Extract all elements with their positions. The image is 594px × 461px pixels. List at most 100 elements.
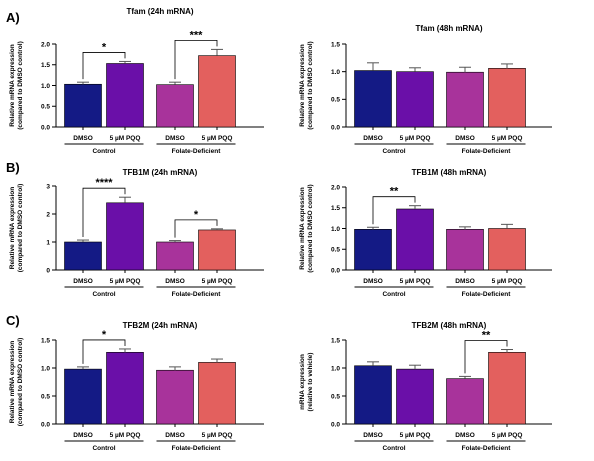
significance-label: ** [482,330,491,342]
y-tick-label: 0.0 [331,267,340,274]
y-tick-label: 1.0 [41,365,50,372]
group-label: Control [92,148,115,155]
y-tick-label: 2 [46,211,50,218]
x-tick-label: DMSO [165,278,185,285]
x-tick-label: 5 µM PQQ [202,278,233,285]
bar [156,84,194,128]
bar [64,241,102,271]
y-tick-label: 0.0 [41,124,50,131]
x-tick-label: 5 µM PQQ [492,432,523,439]
chart-panel-3: B) TFB1M (24h mRNA) 0 1 2 3 Relative mRNA expr… [6,160,264,298]
x-tick-label: DMSO [73,135,93,142]
group-label: Control [92,291,115,298]
y-tick-label: 0.5 [331,393,340,400]
bar [354,229,392,271]
y-axis-label: (compared to DMSO control) [17,338,24,426]
x-tick-label: DMSO [455,278,475,285]
y-tick-label: 2.0 [331,184,340,191]
y-tick-label: 3 [46,183,50,190]
y-tick-label: 1 [46,239,50,246]
y-tick-label: 1.0 [331,226,340,233]
x-tick-label: 5 µM PQQ [492,135,523,142]
y-tick-label: 0.0 [41,421,50,428]
bar [396,208,434,271]
bar [198,229,236,271]
bar [396,368,434,425]
x-tick-label: DMSO [455,135,475,142]
bar [64,368,102,425]
x-tick-label: 5 µM PQQ [492,278,523,285]
bar [354,70,392,128]
x-tick-label: DMSO [455,432,475,439]
chart-panel-2: Tfam (48h mRNA) 0.0 0.5 1.0 1.5 Relative mRNA… [299,24,552,155]
chart-title: TFB1M (24h mRNA) [123,168,198,177]
bar [488,228,526,271]
significance-bracket [464,340,508,374]
significance-bracket [372,196,416,225]
x-tick-label: DMSO [363,278,383,285]
bar [198,362,236,425]
chart-title: Tfam (48h mRNA) [415,24,482,33]
y-axis-label: (relative to vehicle) [307,353,314,412]
group-label: Folate-Deficient [172,445,222,452]
group-label: Folate-Deficient [172,291,222,298]
y-tick-label: 0 [46,267,50,274]
bar [156,241,194,271]
group-label: Folate-Deficient [462,291,512,298]
y-tick-label: 2.0 [41,41,50,48]
group-label: Folate-Deficient [172,148,222,155]
x-tick-label: 5 µM PQQ [202,432,233,439]
y-axis-label: Relative mRNA expression [9,44,16,127]
significance-label: * [194,209,199,221]
y-axis-label: Relative mRNA expression [299,187,306,270]
y-tick-label: 1.0 [331,365,340,372]
chart-title: Tfam (24h mRNA) [126,7,193,16]
x-tick-label: 5 µM PQQ [110,278,141,285]
y-tick-label: 0.5 [41,393,50,400]
y-tick-label: 1.0 [331,69,340,76]
x-tick-label: 5 µM PQQ [400,135,431,142]
y-axis-label: Relative mRNA expression [9,187,16,270]
x-tick-label: DMSO [363,135,383,142]
significance-label: **** [95,177,113,189]
group-label: Folate-Deficient [462,445,512,452]
y-tick-label: 0.5 [331,97,340,104]
chart-panel-1: A) Tfam (24h mRNA) 0.0 0.5 1.0 1.5 2.0 Relative… [6,7,264,155]
bar [396,71,434,128]
x-tick-label: 5 µM PQQ [400,432,431,439]
x-tick-label: 5 µM PQQ [202,135,233,142]
bar [198,55,236,128]
bar [106,63,144,128]
significance-label: ** [390,186,399,198]
chart-panel-6: TFB2M (48h mRNA) 0.0 0.5 1.0 1.5 mRNA express… [299,321,552,452]
y-tick-label: 1.5 [41,337,50,344]
y-axis-label: (compared to DMSO control) [307,41,314,129]
x-tick-label: 5 µM PQQ [400,278,431,285]
x-tick-label: DMSO [165,432,185,439]
chart-title: TFB1M (48h mRNA) [412,168,487,177]
bar [354,365,392,425]
y-tick-label: 1.5 [331,337,340,344]
y-axis-label: (compared to DMSO control) [307,184,314,272]
group-label: Control [92,445,115,452]
chart-title: TFB2M (48h mRNA) [412,321,487,330]
x-tick-label: DMSO [73,278,93,285]
chart-panel-4: TFB1M (48h mRNA) 0.0 0.5 1.0 1.5 2.0 Relative … [299,168,552,298]
bar [446,71,484,128]
bar [446,229,484,271]
bar [106,202,144,271]
bar [64,83,102,128]
x-tick-label: DMSO [73,432,93,439]
y-tick-label: 1.5 [331,41,340,48]
bar [156,369,194,425]
y-tick-label: 0.5 [331,247,340,254]
x-tick-label: 5 µM PQQ [110,432,141,439]
group-label: Control [382,148,405,155]
y-tick-label: 0.0 [331,421,340,428]
significance-label: * [102,41,107,53]
bar [488,68,526,128]
x-tick-label: 5 µM PQQ [110,135,141,142]
significance-label: *** [190,29,204,41]
bar [106,352,144,425]
